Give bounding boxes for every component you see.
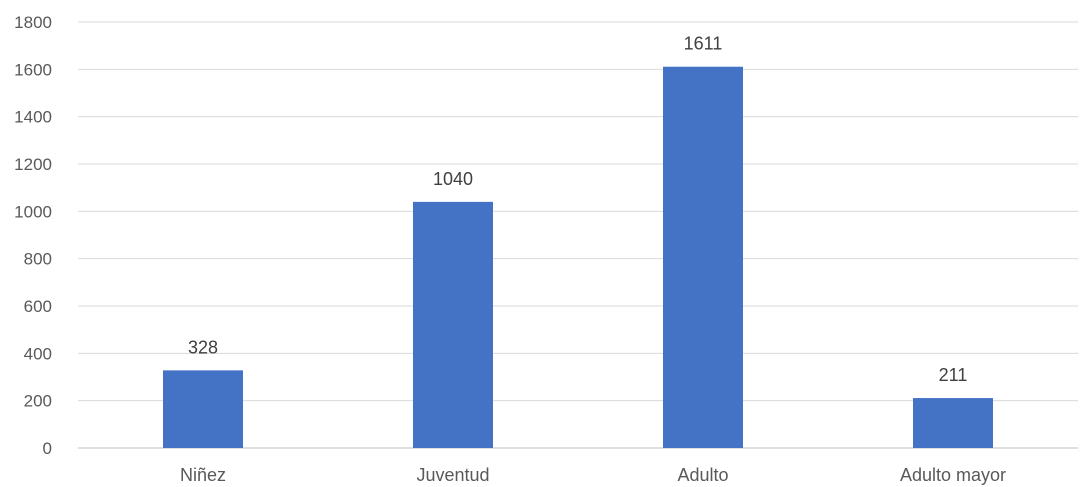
y-tick-label: 600 (24, 297, 52, 316)
y-tick-label: 1400 (14, 108, 52, 127)
x-category-label: Niñez (180, 465, 226, 485)
data-label: 211 (939, 365, 968, 385)
y-tick-label: 200 (24, 392, 52, 411)
x-category-label: Adulto mayor (900, 465, 1006, 485)
data-labels: 328 1040 1611 211 (188, 34, 967, 385)
y-axis-ticks: 0 200 400 600 800 1000 1200 1400 1600 1800 (14, 13, 52, 458)
x-axis-categories: Niñez Juventud Adulto Adulto mayor (180, 465, 1006, 485)
bars (163, 66, 993, 448)
gridlines (78, 21, 1078, 449)
y-tick-label: 1600 (14, 60, 52, 79)
x-category-label: Juventud (416, 465, 489, 485)
data-label: 1611 (684, 34, 723, 54)
x-category-label: Adulto (677, 465, 728, 485)
bar-juventud (413, 201, 493, 448)
bar-adulto (663, 66, 743, 448)
y-tick-label: 1000 (14, 202, 52, 221)
bar-niñez (163, 370, 243, 448)
y-tick-label: 800 (24, 250, 52, 269)
data-label: 1040 (433, 169, 473, 189)
y-tick-label: 400 (24, 344, 52, 363)
data-label: 328 (188, 337, 218, 357)
y-tick-label: 1800 (14, 13, 52, 32)
y-tick-label: 1200 (14, 155, 52, 174)
bar-adulto-mayor (913, 398, 993, 448)
y-tick-label: 0 (43, 439, 52, 458)
